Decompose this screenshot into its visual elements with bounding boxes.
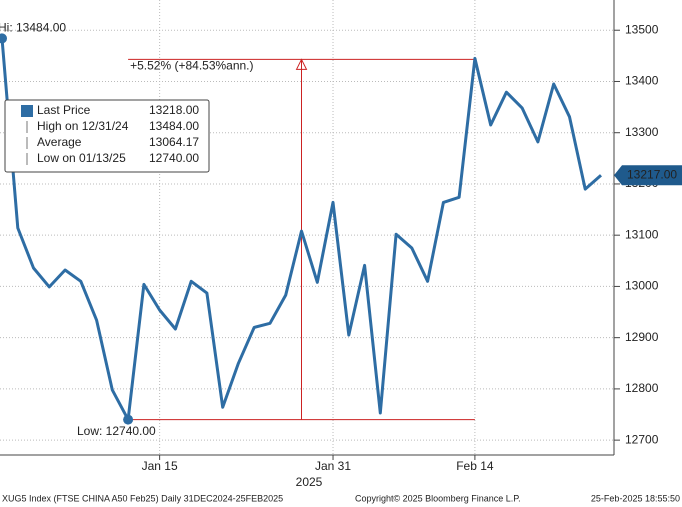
measure-label: +5.52% (+84.53%ann.) [130, 59, 253, 73]
high-label: Hi: 13484.00 [0, 21, 66, 35]
legend-value: 12740.00 [149, 151, 199, 165]
y-tick-label: 12700 [625, 432, 659, 446]
y-tick-label: 13500 [625, 22, 659, 36]
y-tick-label: 13400 [625, 74, 659, 88]
price-line [0, 38, 602, 422]
low-marker [123, 414, 134, 425]
legend-swatch [21, 105, 33, 117]
legend-name: High on 12/31/24 [37, 119, 129, 133]
y-tick-label: 12800 [625, 381, 659, 395]
legend-name: Low on 01/13/25 [37, 151, 126, 165]
last-price-label: 13217.00 [627, 167, 677, 181]
legend-name: Average [37, 135, 82, 149]
legend-box [4, 99, 210, 173]
y-tick-label: 13100 [625, 227, 659, 241]
x-tick-label: Jan 15 [142, 459, 178, 473]
legend-value: 13064.17 [149, 135, 199, 149]
footer-left: XUG5 Index (FTSE CHINA A50 Feb25) Daily … [2, 493, 283, 503]
high-marker [0, 33, 7, 44]
y-tick-label: 13000 [625, 279, 659, 293]
x-tick-label: Jan 31 [315, 459, 351, 473]
footer-right: 25-Feb-2025 18:55:50 [591, 493, 680, 503]
low-label: Low: 12740.00 [77, 424, 156, 438]
legend-name: Last Price [37, 103, 91, 117]
y-tick-label: 12900 [625, 330, 659, 344]
legend-value: 13484.00 [149, 119, 199, 133]
x-tick-label: Feb 14 [456, 459, 494, 473]
last-price-tag [614, 165, 682, 186]
x-axis-year: 2025 [296, 475, 323, 489]
footer-center: Copyright© 2025 Bloomberg Finance L.P. [355, 493, 521, 503]
y-tick-label: 13300 [625, 125, 659, 139]
legend-value: 13218.00 [149, 103, 199, 117]
measure-arrow [295, 58, 308, 70]
